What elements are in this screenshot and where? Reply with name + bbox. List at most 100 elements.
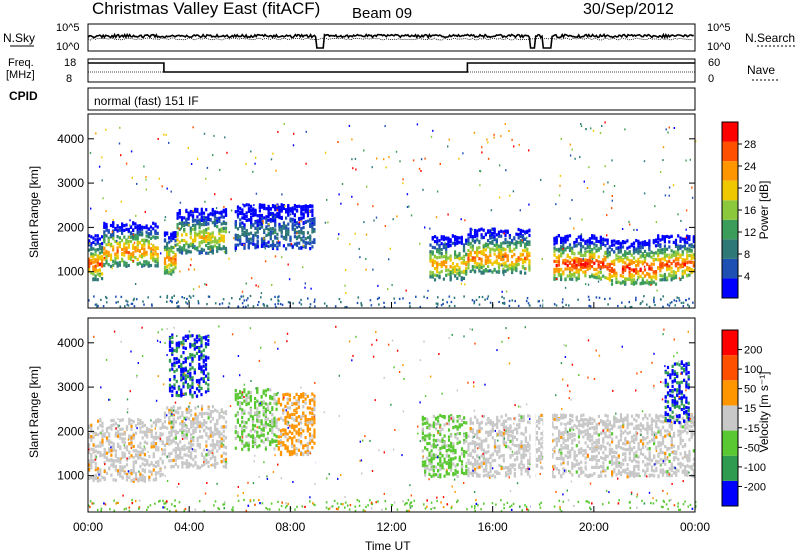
echo-cell (456, 235, 459, 240)
echo-cell (562, 259, 565, 263)
echo-cell (203, 412, 206, 416)
echo-cell (228, 302, 231, 305)
echo-cell (241, 408, 244, 412)
echo-cell (617, 304, 619, 308)
echo-cell (291, 218, 294, 222)
echo-cell (606, 214, 608, 217)
echo-cell (132, 299, 135, 302)
echo-cell (661, 274, 664, 278)
echo-cell (157, 471, 160, 475)
echo-cell (264, 420, 267, 424)
echo-cell (288, 453, 291, 457)
echo-cell (216, 421, 219, 426)
echo-cell (90, 460, 93, 464)
echo-cell (198, 212, 201, 216)
echo-cell (293, 444, 296, 448)
echo-cell (123, 471, 126, 475)
echo-cell (655, 221, 658, 224)
echo-cell (258, 410, 261, 415)
echo-cell (207, 251, 210, 255)
echo-cell (92, 272, 95, 276)
echo-cell (361, 304, 363, 307)
echo-cell (149, 229, 153, 233)
echo-cell (161, 185, 163, 188)
echo-cell (297, 433, 300, 437)
echo-cell (388, 156, 390, 159)
echo-cell (132, 228, 135, 233)
echo-cell (489, 229, 492, 233)
echo-cell (440, 261, 443, 265)
echo-cell (245, 214, 248, 219)
echo-cell (260, 222, 264, 226)
echo-cell (220, 234, 223, 238)
echo-cell (591, 258, 594, 260)
echo-cell (183, 248, 186, 252)
echo-cell (198, 420, 201, 425)
echo-cell (196, 207, 199, 212)
echo-cell (369, 299, 372, 302)
echo-cell (300, 210, 303, 215)
echo-cell (213, 213, 217, 217)
echo-cell (639, 241, 642, 245)
echo-cell (202, 211, 206, 215)
echo-cell (129, 239, 133, 243)
echo-cell (428, 468, 431, 472)
echo-cell (214, 302, 217, 305)
echo-cell (305, 162, 307, 165)
echo-cell (456, 268, 458, 271)
echo-cell (289, 243, 292, 247)
echo-cell (120, 154, 122, 157)
echo-cell (260, 395, 263, 399)
echo-cell (209, 420, 212, 424)
echo-cell (443, 434, 446, 438)
echo-cell (613, 185, 616, 187)
echo-cell (127, 304, 130, 307)
echo-cell (287, 229, 290, 233)
echo-cell (610, 248, 614, 252)
echo-cell (686, 267, 688, 270)
echo-cell (125, 264, 128, 268)
echo-cell (465, 261, 468, 265)
echo-cell (243, 428, 246, 433)
echo-cell (209, 414, 212, 418)
echo-cell (648, 272, 651, 276)
echo-cell (143, 470, 146, 474)
echo-cell (96, 263, 99, 267)
echo-cell (429, 227, 431, 230)
echo-cell (138, 224, 141, 228)
echo-cell (424, 421, 427, 425)
echo-cell (163, 259, 167, 263)
echo-cell (337, 141, 339, 143)
echo-cell (263, 216, 266, 220)
echo-cell (672, 259, 675, 263)
echo-cell (143, 247, 146, 251)
echo-cell (573, 244, 576, 248)
echo-cell (127, 245, 130, 249)
echo-cell (528, 242, 531, 247)
echo-cell (168, 240, 171, 244)
echo-cell (256, 223, 259, 227)
echo-cell (206, 303, 208, 306)
echo-cell (657, 268, 660, 270)
echo-cell (251, 434, 255, 438)
echo-cell (234, 413, 237, 418)
echo-cell (652, 280, 655, 284)
echo-cell (100, 298, 102, 301)
echo-cell (436, 306, 438, 309)
echo-cell (462, 276, 466, 280)
echo-cell (354, 157, 357, 160)
echo-cell (190, 439, 193, 443)
echo-cell (495, 242, 498, 246)
echo-cell (266, 436, 270, 440)
echo-cell (141, 436, 144, 440)
echo-cell (615, 280, 618, 284)
echo-cell (121, 468, 124, 472)
echo-cell (98, 274, 101, 278)
echo-cell (214, 465, 217, 469)
echo-cell (148, 478, 151, 482)
echo-cell (568, 260, 572, 264)
echo-cell (236, 243, 240, 247)
echo-cell (439, 162, 441, 165)
echo-cell (249, 411, 252, 415)
echo-cell (517, 262, 520, 266)
